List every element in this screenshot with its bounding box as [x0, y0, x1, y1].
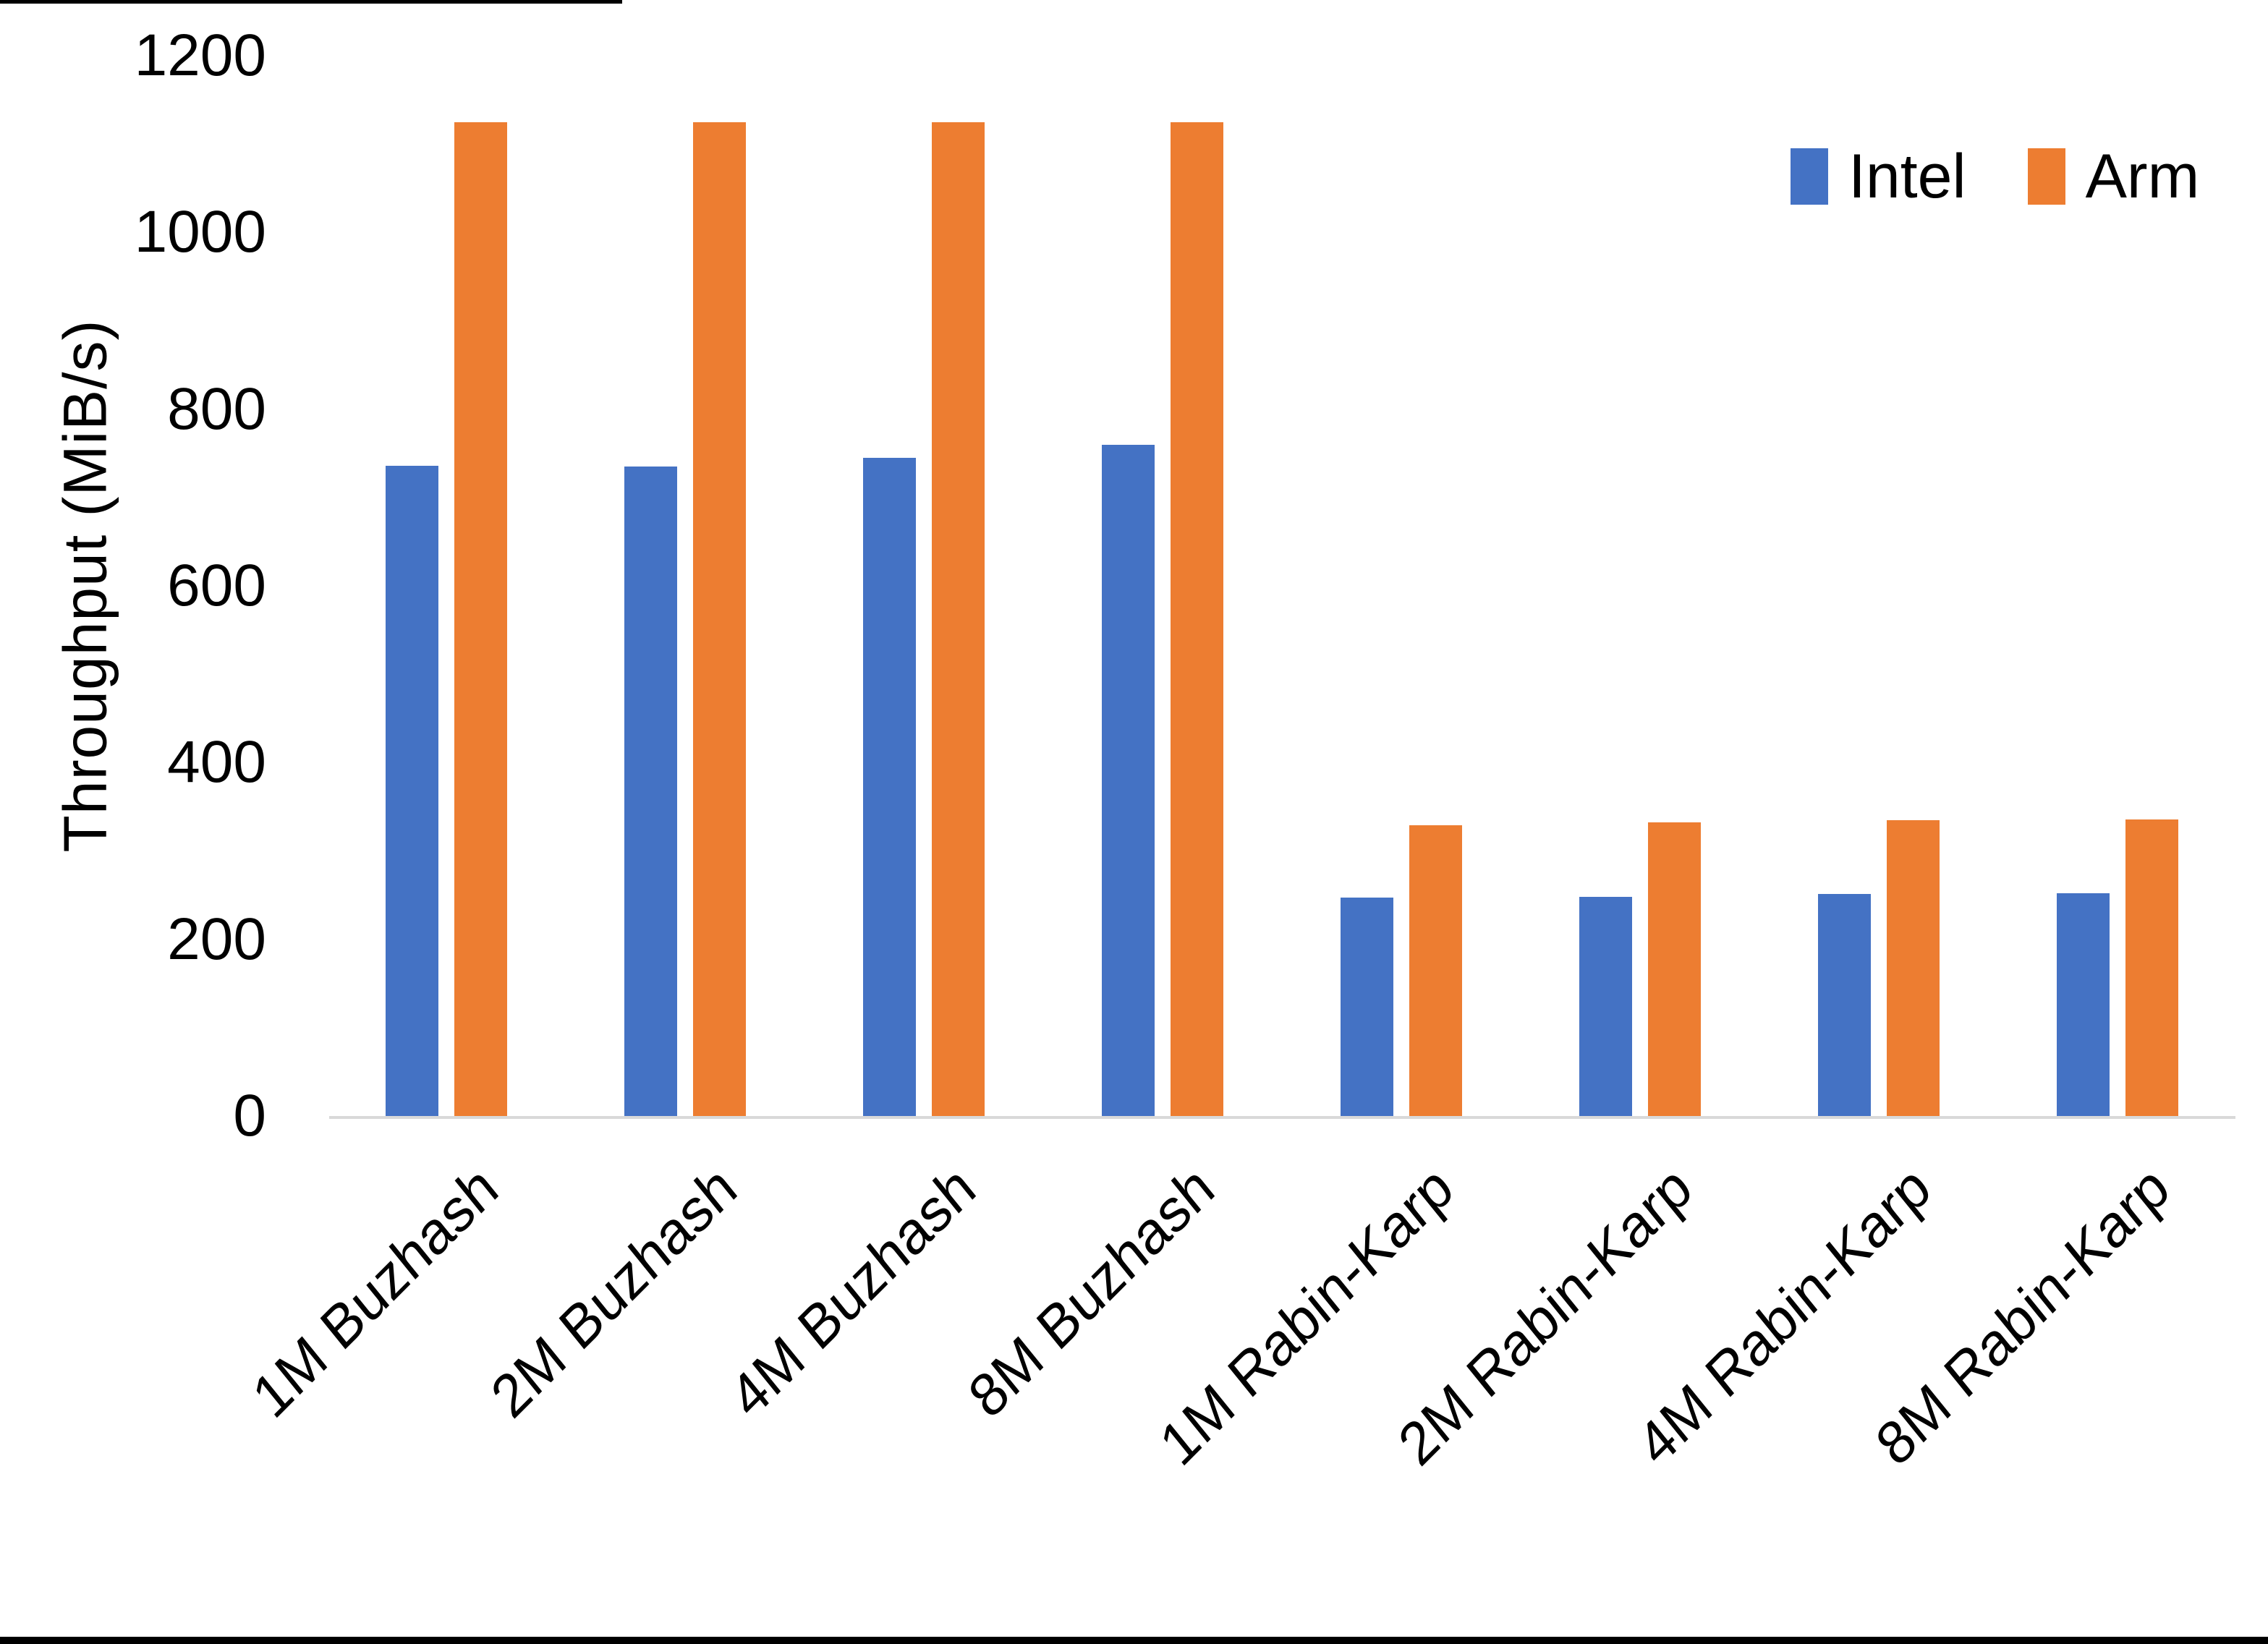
top-border-artifact	[0, 0, 622, 4]
legend: Intel Arm	[1791, 142, 2200, 211]
legend-item-arm: Arm	[2027, 142, 2200, 211]
bar-intel-2m-rabin-karp	[1579, 897, 1632, 1116]
bar-arm-1m-buzhash	[454, 122, 507, 1116]
bar-intel-4m-rabin-karp	[1818, 894, 1871, 1116]
bar-intel-8m-rabin-karp	[2057, 893, 2110, 1116]
bar-arm-2m-buzhash	[693, 122, 746, 1116]
bar-arm-4m-buzhash	[932, 122, 985, 1116]
bar-intel-8m-buzhash	[1102, 444, 1155, 1116]
x-axis-line	[329, 1116, 2235, 1119]
y-tick-label-1000: 1000	[134, 199, 266, 265]
bar-intel-4m-buzhash	[863, 457, 916, 1116]
bar-arm-2m-rabin-karp	[1648, 822, 1701, 1116]
bar-intel-2m-buzhash	[624, 467, 677, 1116]
bar-arm-8m-rabin-karp	[2125, 819, 2178, 1116]
legend-item-intel: Intel	[1791, 142, 1966, 211]
y-tick-label-0: 0	[233, 1083, 266, 1149]
y-tick-label-800: 800	[167, 375, 266, 442]
legend-label-intel: Intel	[1848, 142, 1966, 211]
y-tick-label-600: 600	[167, 553, 266, 618]
legend-label-arm: Arm	[2085, 142, 2200, 211]
y-tick-label-400: 400	[167, 729, 266, 796]
y-tick-label-1200: 1200	[134, 22, 266, 88]
bar-arm-8m-buzhash	[1171, 122, 1223, 1116]
bottom-border-artifact	[0, 1637, 2268, 1644]
bar-arm-4m-rabin-karp	[1887, 819, 1940, 1116]
legend-swatch-intel-icon	[1791, 148, 1828, 205]
bar-arm-1m-rabin-karp	[1409, 825, 1462, 1116]
bar-intel-1m-buzhash	[386, 465, 438, 1116]
legend-swatch-arm-icon	[2027, 148, 2065, 205]
bar-intel-1m-rabin-karp	[1341, 898, 1393, 1116]
y-tick-label-200: 200	[167, 906, 266, 972]
